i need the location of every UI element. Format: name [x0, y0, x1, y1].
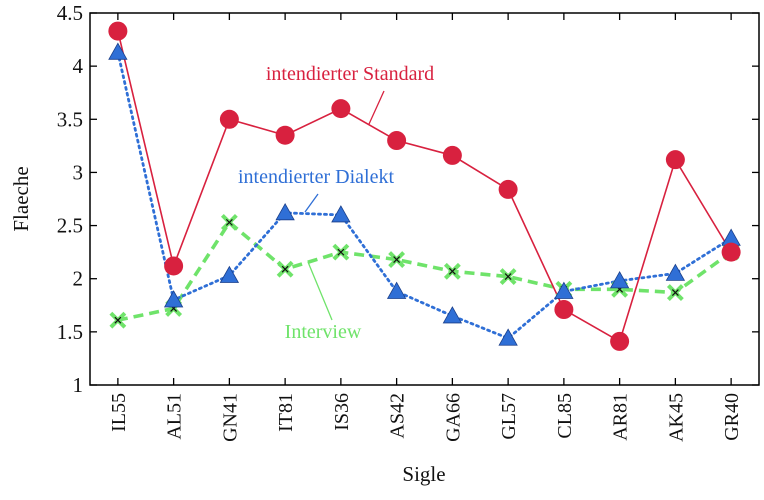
y-tick-label: 4.5 [57, 1, 83, 25]
annotation-dialekt-leader [304, 193, 319, 213]
x-tick-label: GR40 [721, 393, 743, 441]
marker-dialekt [275, 203, 295, 221]
marker-dialekt [554, 281, 574, 299]
x-tick-label: AR81 [610, 393, 632, 441]
marker-dialekt [609, 271, 630, 289]
y-tick-label: 2 [73, 267, 84, 291]
x-tick-label: CL85 [554, 393, 576, 439]
marker-interview-core [671, 289, 679, 296]
y-tick-label: 1.5 [57, 320, 83, 344]
x-tick-label: IL55 [108, 393, 130, 432]
marker-dialekt [386, 281, 407, 299]
annotation-interview-leader [307, 261, 333, 321]
marker-dialekt [331, 205, 351, 223]
marker-dialekt [665, 263, 686, 281]
x-axis-label: Sigle [402, 462, 445, 486]
series-line-0 [117, 30, 732, 343]
x-tick-label: IS36 [331, 393, 353, 431]
x-tick-label: AK45 [665, 393, 687, 442]
y-tick-label: 3 [73, 160, 84, 184]
marker-dialekt [163, 290, 184, 308]
x-axis: IL55 AL51 GN41 IT81 IS36 AS42 GA66 GL57 CL85 AR81… [108, 13, 743, 442]
marker-standard [665, 150, 685, 170]
annotations: intendierter Standard intendierter Dialek… [238, 63, 434, 343]
y-tick-label: 2.5 [57, 214, 83, 238]
marker-interview-core [281, 265, 289, 273]
x-tick-label: GL57 [498, 393, 520, 440]
marker-standard [275, 125, 295, 145]
annotation-interview: Interview [285, 321, 362, 343]
marker-standard [442, 145, 462, 165]
y-tick-label: 4 [73, 54, 84, 78]
annotation-standard: intendierter Standard [266, 63, 434, 85]
y-tick-label: 3.5 [57, 107, 83, 131]
marker-interview-core [114, 316, 122, 324]
marker-dialekt [219, 265, 240, 283]
marker-interview-core [337, 248, 345, 256]
series-line-2 [117, 219, 733, 322]
marker-standard [387, 131, 407, 151]
x-tick-label: GN41 [219, 393, 241, 442]
marker-interview-core [504, 273, 512, 281]
annotation-dialekt: intendierter Dialekt [238, 166, 394, 188]
marker-standard [610, 331, 630, 351]
marker-dialekt [108, 42, 128, 60]
x-tick-label: AS42 [387, 393, 409, 439]
y-tick-label: 1 [73, 373, 84, 397]
marker-standard [554, 300, 574, 320]
y-axis: 1 1.5 2 2.5 3 3.5 4 4.5 [57, 1, 759, 397]
marker-standard [498, 179, 518, 199]
marker-dialekt [442, 306, 463, 324]
marker-interview-core [393, 256, 401, 264]
marker-standard [331, 99, 351, 119]
plot-frame [89, 12, 760, 386]
y-axis-label: Flaeche [9, 166, 33, 231]
marker-standard [164, 256, 184, 276]
series-lines [116, 30, 733, 343]
series-markers [108, 21, 741, 351]
marker-interview-core [225, 218, 233, 226]
marker-standard [219, 109, 239, 129]
x-tick-label: IT81 [275, 393, 297, 432]
x-tick-label: GA66 [442, 393, 464, 442]
marker-dialekt [498, 328, 518, 346]
marker-interview-core [448, 267, 456, 275]
series-line-1 [116, 50, 733, 340]
marker-standard [721, 242, 741, 262]
marker-standard [108, 21, 128, 41]
annotation-standard-leader [368, 90, 385, 125]
x-tick-label: AL51 [164, 393, 186, 440]
